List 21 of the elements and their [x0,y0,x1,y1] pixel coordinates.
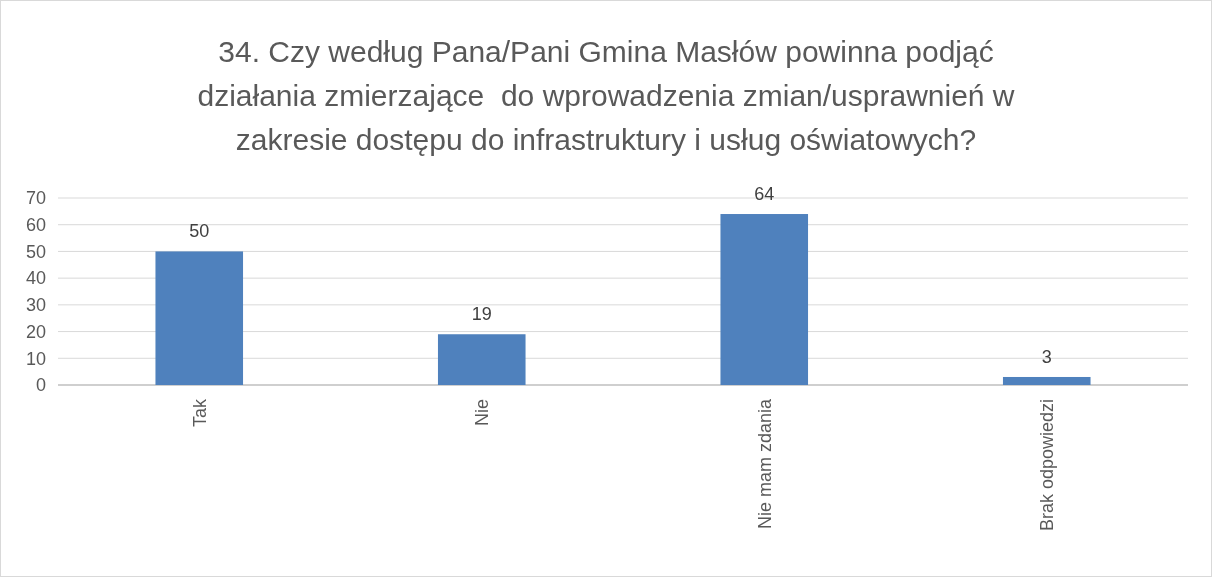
x-tick-label: Nie [472,399,493,427]
bar [720,214,809,385]
bar [437,334,526,385]
y-tick-label: 40 [25,268,46,289]
data-label: 19 [471,304,492,325]
x-tick-label: Nie mam zdania [754,398,775,530]
chart-title: 34. Czy według Pana/Pani Gmina Masłów powinna podjąć działania zmierzające do wprowadzenia zmian/usprawnień w zakresie dostępu do infrastruktury i usług oświatowych? [197,35,1015,156]
y-tick-label: 70 [25,188,46,209]
y-tick-label: 50 [25,241,46,262]
y-tick-label: 10 [25,348,46,369]
x-tick-label: Tak [189,398,210,428]
bar [1002,376,1091,385]
y-tick-label: 30 [25,295,46,316]
y-tick-label: 0 [35,375,46,396]
bar [155,251,244,385]
y-tick-label: 20 [25,321,46,342]
data-label: 3 [1041,346,1052,367]
data-label: 50 [189,221,210,242]
x-tick-label: Brak odpowiedzi [1037,399,1058,532]
data-label: 64 [754,184,775,205]
y-tick-label: 60 [25,215,46,236]
